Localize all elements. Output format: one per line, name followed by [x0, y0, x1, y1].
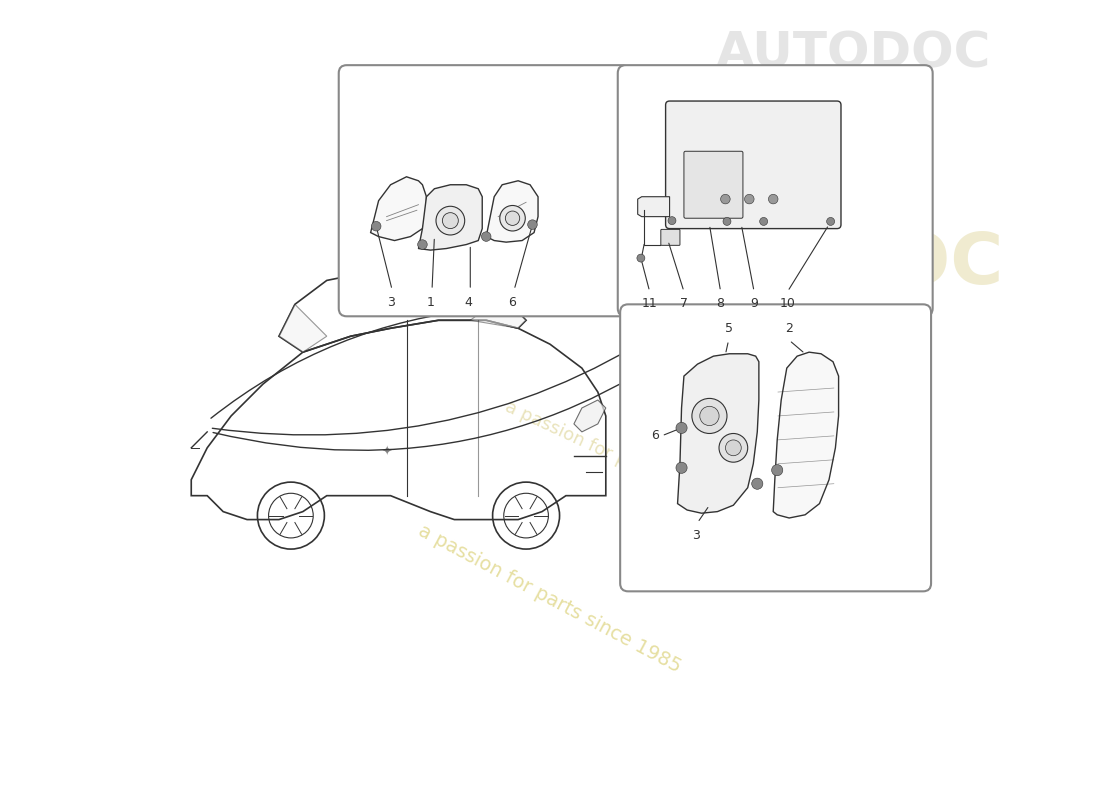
Circle shape: [676, 422, 688, 434]
Text: 3: 3: [386, 295, 395, 309]
Circle shape: [771, 465, 783, 476]
Text: AUTODOC
GUS: AUTODOC GUS: [606, 230, 1003, 378]
Polygon shape: [371, 177, 427, 241]
Text: 1: 1: [427, 295, 434, 309]
Circle shape: [372, 222, 381, 231]
Circle shape: [726, 440, 741, 456]
Circle shape: [723, 218, 732, 226]
Circle shape: [692, 398, 727, 434]
FancyBboxPatch shape: [618, 65, 933, 316]
Circle shape: [769, 194, 778, 204]
Polygon shape: [773, 352, 838, 518]
Circle shape: [676, 462, 688, 474]
Circle shape: [528, 220, 537, 230]
Text: 5: 5: [725, 322, 733, 334]
Circle shape: [751, 478, 763, 490]
Text: 11: 11: [641, 297, 658, 310]
Circle shape: [760, 218, 768, 226]
Text: 4: 4: [464, 295, 473, 309]
Text: ✦: ✦: [382, 446, 392, 458]
Circle shape: [482, 232, 491, 242]
Polygon shape: [486, 181, 538, 242]
Text: 2: 2: [785, 322, 793, 334]
Polygon shape: [471, 296, 526, 328]
FancyBboxPatch shape: [666, 101, 842, 229]
Circle shape: [720, 194, 730, 204]
Text: AUTODOC
GUS: AUTODOC GUS: [715, 30, 991, 133]
Text: 6: 6: [651, 430, 659, 442]
Text: 7: 7: [680, 297, 688, 310]
Text: a passion for parts since 1985: a passion for parts since 1985: [416, 522, 684, 677]
Circle shape: [499, 206, 526, 231]
Circle shape: [668, 217, 676, 225]
Circle shape: [637, 254, 645, 262]
Polygon shape: [678, 354, 759, 514]
Circle shape: [442, 213, 459, 229]
Circle shape: [826, 218, 835, 226]
Polygon shape: [279, 304, 327, 352]
FancyBboxPatch shape: [684, 151, 743, 218]
Circle shape: [745, 194, 755, 204]
Polygon shape: [574, 400, 606, 432]
FancyBboxPatch shape: [661, 230, 680, 246]
Circle shape: [700, 406, 719, 426]
Text: a passion for parts since 1985: a passion for parts since 1985: [503, 398, 757, 530]
Polygon shape: [418, 185, 482, 250]
Text: 8: 8: [716, 297, 725, 310]
Text: 10: 10: [780, 297, 795, 310]
Circle shape: [436, 206, 464, 235]
Circle shape: [505, 211, 519, 226]
Polygon shape: [638, 197, 670, 217]
FancyBboxPatch shape: [620, 304, 931, 591]
Text: 9: 9: [750, 297, 758, 310]
Circle shape: [418, 240, 427, 250]
FancyBboxPatch shape: [339, 65, 629, 316]
Text: 6: 6: [508, 295, 517, 309]
Text: 3: 3: [692, 529, 700, 542]
Circle shape: [719, 434, 748, 462]
